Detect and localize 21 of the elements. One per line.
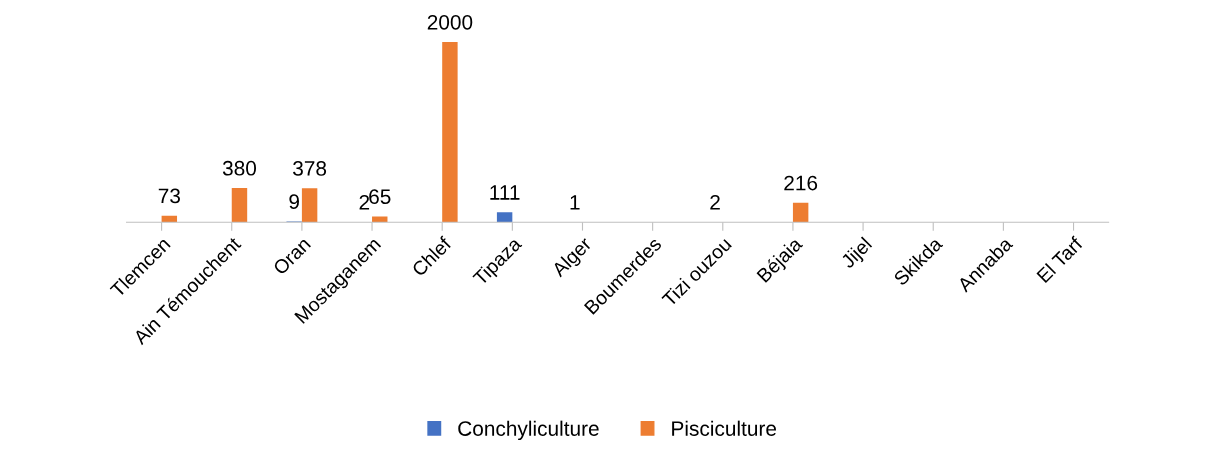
data-label: 9 xyxy=(289,194,299,210)
data-label: 73 xyxy=(158,188,180,204)
legend-label: Pisciculture xyxy=(672,420,777,436)
data-label: 216 xyxy=(784,175,818,191)
data-label: 1 xyxy=(570,195,580,210)
data-label: 378 xyxy=(293,161,327,176)
data-label: 2000 xyxy=(427,14,473,30)
bar xyxy=(442,42,458,223)
bar xyxy=(496,212,513,223)
data-label: 380 xyxy=(222,160,257,176)
bar xyxy=(301,188,318,223)
legend-label: Conchyliculture xyxy=(458,420,599,441)
x-tick-label: Jijel xyxy=(839,236,875,272)
bar xyxy=(372,216,388,223)
data-label: 2 xyxy=(359,194,370,210)
data-label: 2 xyxy=(710,194,720,210)
data-label: 111 xyxy=(490,185,520,200)
bar xyxy=(231,188,248,223)
bar xyxy=(792,202,809,223)
x-tick-label: El Tarf xyxy=(1035,235,1084,284)
data-label: 65 xyxy=(369,189,391,204)
